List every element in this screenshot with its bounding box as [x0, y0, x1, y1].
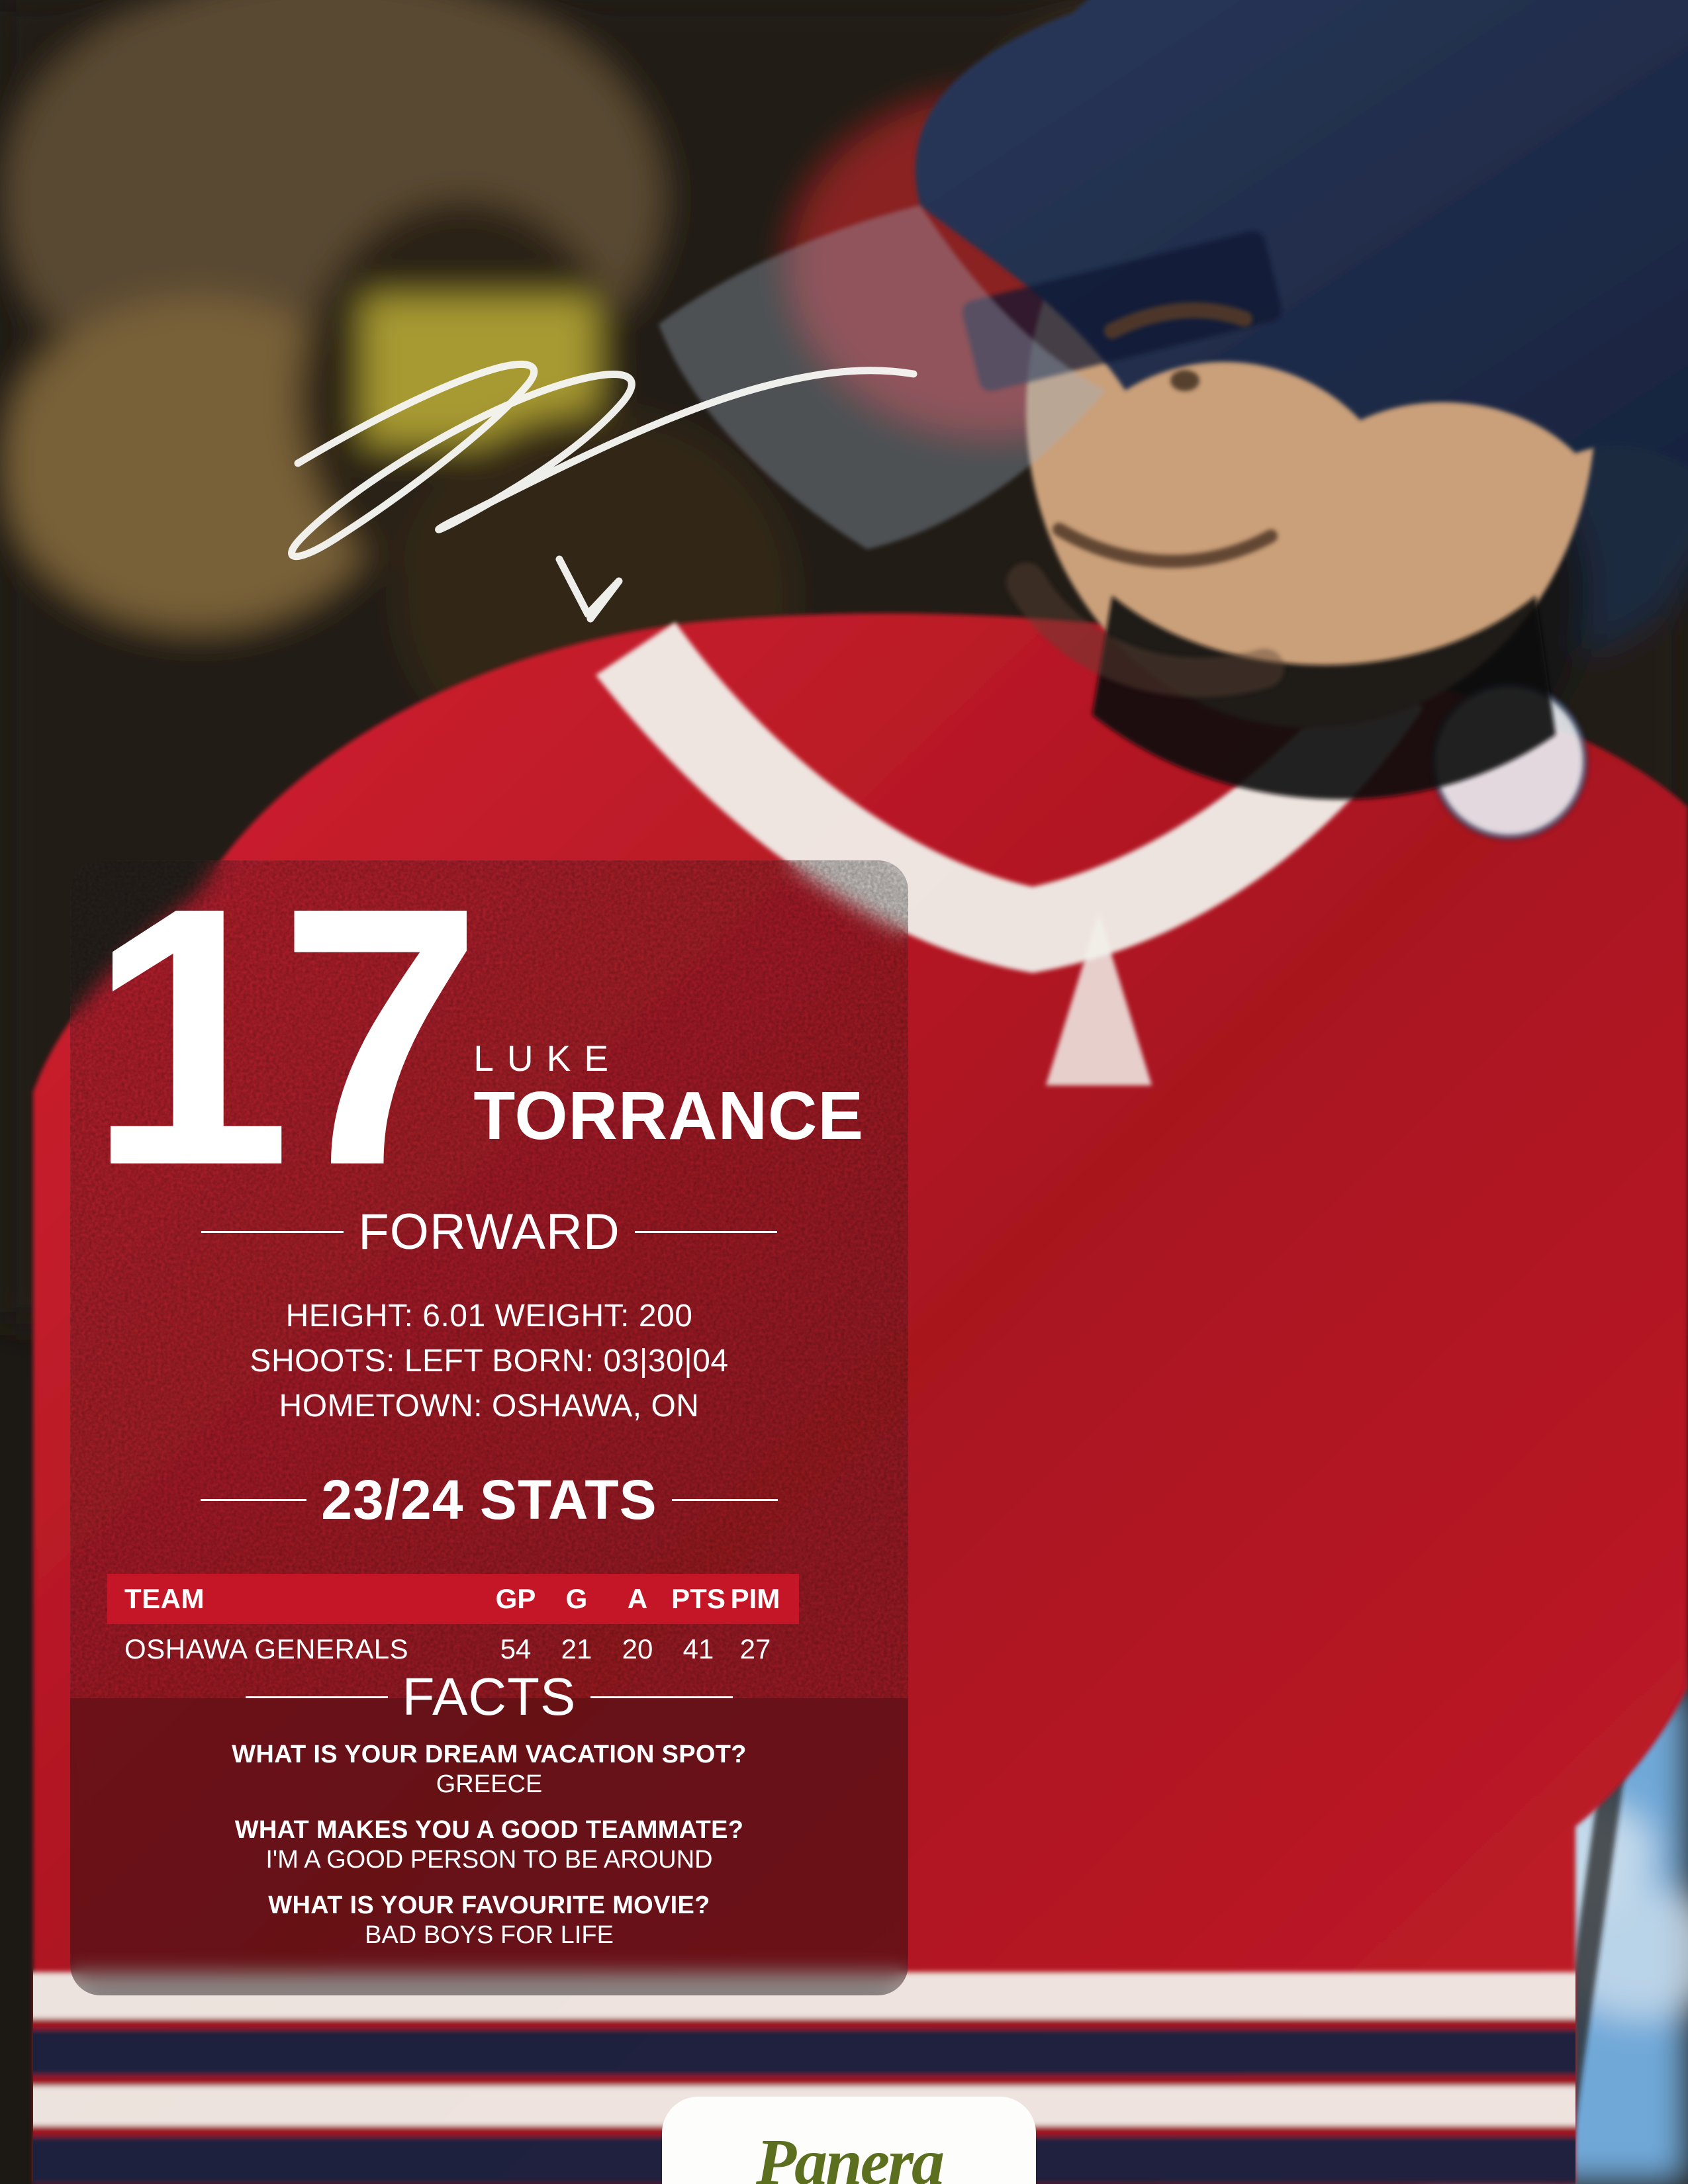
svg-text:Panera: Panera: [755, 2125, 943, 2184]
